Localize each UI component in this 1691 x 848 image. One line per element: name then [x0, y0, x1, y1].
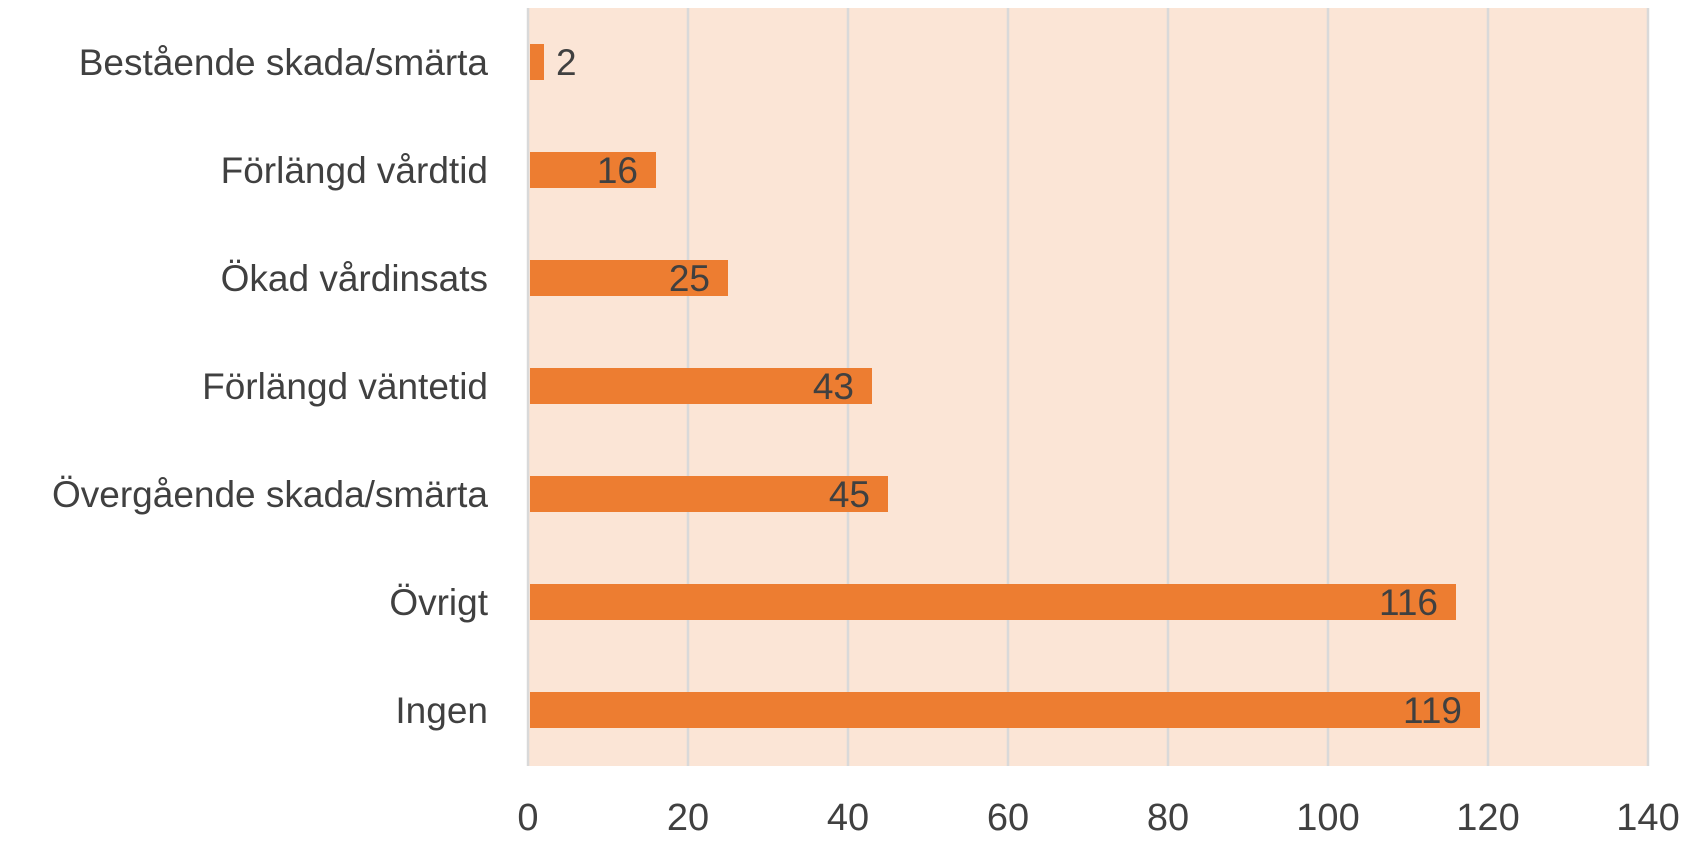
bars: [530, 44, 1480, 728]
bar: [530, 260, 728, 296]
category-label: Övrigt: [389, 582, 488, 623]
data-labels: 2 16 25 43 45 116 119: [556, 42, 1462, 731]
x-tick-label: 80: [1147, 797, 1189, 839]
category-label: Ökad vårdinsats: [221, 258, 488, 299]
bar: [530, 368, 872, 404]
data-label: 16: [597, 150, 638, 191]
x-tick-label: 60: [987, 797, 1029, 839]
bar: [530, 584, 1456, 620]
category-labels: Bestående skada/smärta Förlängd vårdtid Ök…: [52, 42, 489, 731]
x-tick-label: 120: [1456, 797, 1519, 839]
bar: [530, 476, 888, 512]
bar: [530, 44, 544, 80]
data-label: 25: [669, 258, 710, 299]
x-tick-label: 140: [1616, 797, 1679, 839]
x-tick-label: 0: [517, 797, 538, 839]
data-label: 43: [813, 366, 854, 407]
data-label: 116: [1379, 582, 1438, 623]
x-tick-label: 100: [1296, 797, 1359, 839]
data-label: 119: [1403, 690, 1462, 731]
data-label: 2: [556, 42, 577, 83]
bar: [530, 152, 656, 188]
bar: [530, 692, 1480, 728]
data-label: 45: [829, 474, 870, 515]
category-label: Förlängd väntetid: [202, 366, 488, 407]
category-label: Bestående skada/smärta: [79, 42, 489, 83]
category-label: Ingen: [395, 690, 488, 731]
x-tick-label: 40: [827, 797, 869, 839]
x-axis-tick-labels: 0 20 40 60 80 100 120 140: [517, 797, 1679, 839]
x-tick-label: 20: [667, 797, 709, 839]
category-label: Övergående skada/smärta: [52, 474, 488, 515]
category-label: Förlängd vårdtid: [221, 150, 488, 191]
